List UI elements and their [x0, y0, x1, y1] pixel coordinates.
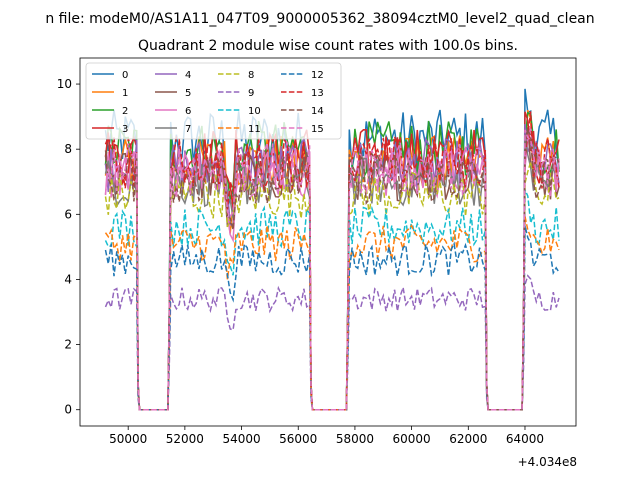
- legend-label-7: 7: [185, 124, 191, 135]
- legend-label-12: 12: [311, 70, 324, 81]
- legend-label-14: 14: [311, 106, 324, 117]
- series-line-15: [104, 129, 560, 411]
- x-tick-label: 58000: [336, 432, 374, 446]
- series-line-9: [104, 274, 560, 411]
- x-tick-label: 54000: [222, 432, 260, 446]
- legend-label-13: 13: [311, 88, 324, 99]
- legend-label-0: 0: [122, 70, 128, 81]
- x-tick-label: 62000: [449, 432, 487, 446]
- x-tick-label: 56000: [279, 432, 317, 446]
- y-tick-label: 0: [64, 403, 72, 417]
- x-tick-label: 64000: [506, 432, 544, 446]
- legend-label-3: 3: [122, 124, 128, 135]
- legend-label-2: 2: [122, 106, 128, 117]
- series-line-13: [104, 111, 560, 411]
- y-tick-label: 4: [64, 272, 72, 286]
- legend-label-15: 15: [311, 124, 324, 135]
- series-line-11: [104, 216, 560, 411]
- axes-frame: [79, 57, 577, 427]
- y-tick-label: 6: [64, 207, 72, 221]
- y-tick-label: 10: [57, 77, 72, 91]
- x-tick-label: 60000: [393, 432, 431, 446]
- series-line-12: [104, 225, 560, 411]
- legend-label-10: 10: [248, 106, 261, 117]
- y-tick-label: 8: [64, 142, 72, 156]
- legend-label-6: 6: [185, 106, 191, 117]
- x-offset-label: +4.034e8: [518, 455, 577, 469]
- x-tick-label: 50000: [109, 432, 147, 446]
- figure-suptitle: n file: modeM0/AS1A11_047T09_9000005362_…: [45, 11, 594, 27]
- legend-label-5: 5: [185, 88, 191, 99]
- series-line-7: [104, 136, 560, 411]
- legend-box: [85, 62, 342, 140]
- chart-title: Quadrant 2 module wise count rates with …: [138, 38, 518, 54]
- legend-label-4: 4: [185, 70, 191, 81]
- series-line-14: [104, 127, 560, 411]
- legend-label-1: 1: [122, 88, 128, 99]
- legend-label-9: 9: [248, 88, 254, 99]
- legend-label-11: 11: [248, 124, 261, 135]
- x-tick-label: 52000: [166, 432, 204, 446]
- legend-label-8: 8: [248, 70, 254, 81]
- series-line-10: [104, 189, 560, 411]
- plot-area: 50000 52000 54000 56000 58000 60000 62000 64000…: [57, 57, 577, 446]
- y-tick-label: 2: [64, 338, 72, 352]
- series-line-6: [104, 127, 560, 411]
